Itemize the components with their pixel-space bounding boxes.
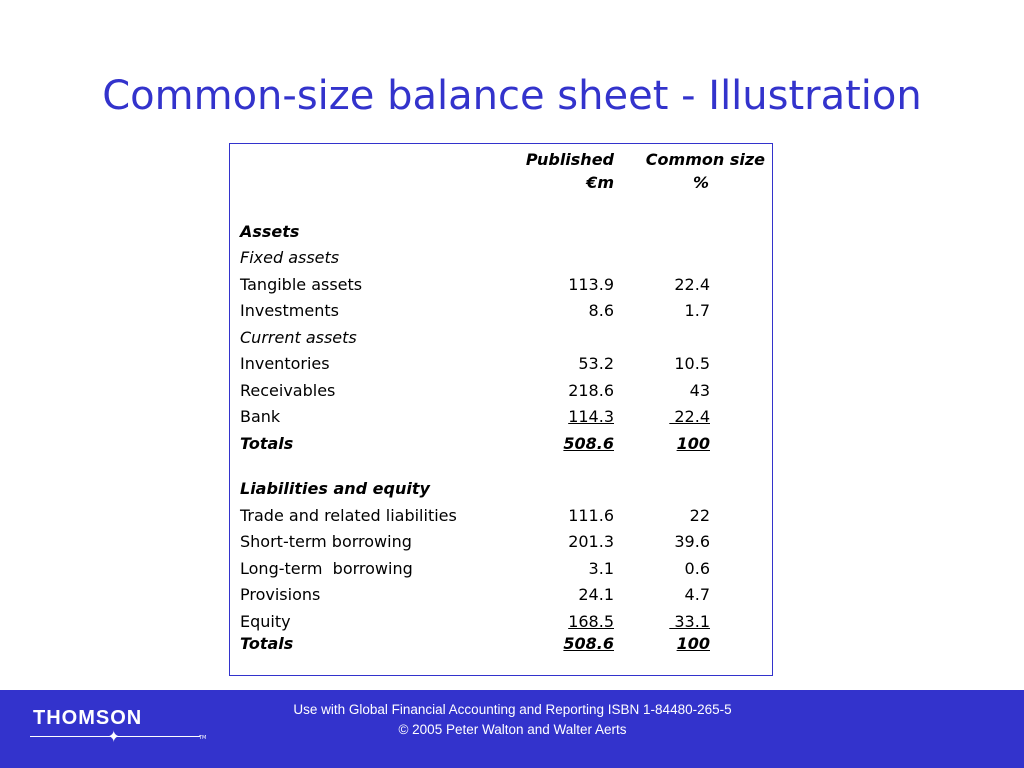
- totals-published: 508.6: [563, 634, 614, 653]
- row-published: 114.3: [568, 407, 614, 426]
- star-icon: ✦: [107, 727, 121, 746]
- row-label: Long-term borrowing: [240, 559, 413, 578]
- row-common: 0.6: [684, 559, 710, 578]
- row-label: Short-term borrowing: [240, 532, 412, 551]
- fixed-assets-heading: Fixed assets: [240, 248, 340, 267]
- footer-text: Use with Global Financial Accounting and…: [225, 700, 800, 740]
- row-label: Inventories: [240, 354, 330, 373]
- row-common: 22.4: [669, 407, 710, 426]
- row-published: 218.6: [568, 381, 614, 400]
- row-common: 22: [689, 506, 710, 525]
- row-label: Bank: [240, 407, 281, 426]
- thomson-logo: THOMSON: [33, 707, 143, 729]
- row-published: 113.9: [568, 275, 614, 294]
- totals-label: Totals: [240, 634, 294, 653]
- row-label: Tangible assets: [240, 275, 363, 294]
- header-common-size: Common size: [645, 150, 765, 169]
- logo-underline: [30, 736, 200, 737]
- row-label: Receivables: [240, 381, 336, 400]
- header-common-size-unit: %: [692, 173, 709, 192]
- slide-title: Common-size balance sheet - Illustration: [102, 73, 922, 119]
- totals-common: 100: [676, 634, 710, 653]
- row-published: 24.1: [578, 585, 614, 604]
- row-common: 22.4: [674, 275, 710, 294]
- footer-line-1: Use with Global Financial Accounting and…: [293, 702, 732, 717]
- row-label: Investments: [240, 301, 339, 320]
- row-common: 1.7: [684, 301, 710, 320]
- totals-published: 508.6: [563, 434, 614, 453]
- balance-sheet-table: [229, 143, 773, 676]
- totals-label: Totals: [240, 434, 294, 453]
- row-published: 53.2: [578, 354, 614, 373]
- row-common: 4.7: [684, 585, 710, 604]
- row-published: 3.1: [588, 559, 614, 578]
- row-common: 10.5: [674, 354, 710, 373]
- footer-line-2: © 2005 Peter Walton and Walter Aerts: [398, 722, 627, 737]
- footer-bar: [0, 690, 1024, 768]
- trademark-mark: TM: [199, 735, 207, 741]
- row-label: Provisions: [240, 585, 321, 604]
- liabilities-heading: Liabilities and equity: [240, 479, 430, 498]
- row-label: Trade and related liabilities: [240, 506, 457, 525]
- totals-common: 100: [676, 434, 710, 453]
- assets-heading: Assets: [240, 222, 300, 241]
- current-assets-heading: Current assets: [240, 328, 357, 347]
- header-published: Published: [525, 150, 614, 169]
- row-common: 39.6: [674, 532, 710, 551]
- row-published: 168.5: [568, 612, 614, 631]
- row-label: Equity: [240, 612, 291, 631]
- header-published-unit: €m: [586, 173, 614, 192]
- row-common: 43: [689, 381, 710, 400]
- row-common: 33.1: [669, 612, 710, 631]
- row-published: 8.6: [588, 301, 614, 320]
- row-published: 111.6: [568, 506, 614, 525]
- row-published: 201.3: [568, 532, 614, 551]
